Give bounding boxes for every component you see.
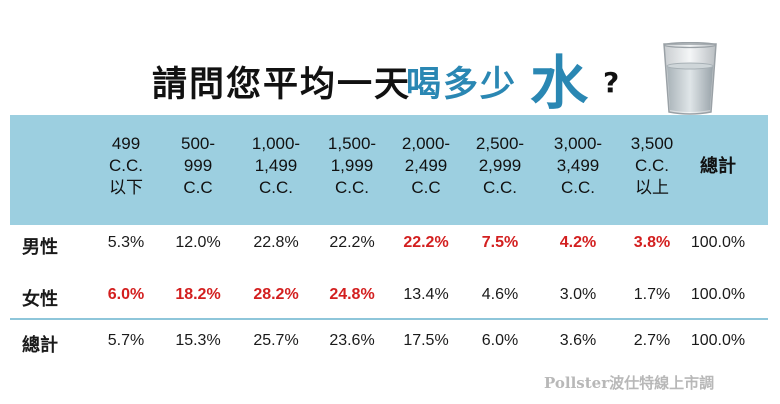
table-cell: 25.7% (253, 332, 299, 349)
table-cell: 12.0% (175, 234, 221, 251)
row-label: 總計 (22, 335, 58, 356)
table-row-total: 總計 5.7% 15.3% 25.7% 23.6% 17.5% 6.0% 3.6% 2.7% 10… (10, 322, 768, 362)
table-cell: 24.8% (329, 286, 375, 303)
table-cell: 3.8% (633, 234, 671, 251)
table-cell: 7.5% (481, 234, 519, 251)
title-drink-text: 喝多少 (406, 65, 518, 105)
table-cell: 100.0% (690, 234, 746, 251)
table-cell: 1.7% (633, 286, 671, 303)
table-cell: 3.0% (559, 286, 597, 303)
table-cell: 17.5% (403, 332, 449, 349)
title-question-mark: ? (603, 66, 620, 99)
table-cell: 22.2% (329, 234, 375, 251)
table-divider (10, 318, 768, 320)
table-cell: 2.7% (633, 332, 671, 349)
table-cell: 15.3% (175, 332, 221, 349)
table-cell: 4.2% (559, 234, 597, 251)
column-header: 499 C.C. 以下 (109, 134, 143, 197)
row-label: 女性 (22, 289, 58, 310)
table-cell: 3.6% (559, 332, 597, 349)
row-label: 男性 (22, 237, 58, 258)
column-header: 2,500- 2,999 C.C. (475, 134, 525, 197)
table-cell: 100.0% (690, 332, 746, 349)
table-cell: 22.8% (253, 234, 299, 251)
water-glass-icon (663, 42, 717, 115)
table-cell: 18.2% (175, 286, 221, 303)
page-title: 請問您平均一天 喝多少 水 ? (0, 38, 780, 117)
column-header: 3,500 C.C. 以上 (630, 134, 674, 197)
table-cell: 22.2% (403, 234, 449, 251)
title-main-text: 請問您平均一天 (152, 65, 412, 105)
table-cell: 5.3% (107, 234, 145, 251)
table-cell: 100.0% (690, 286, 746, 303)
column-header-total: 總計 (700, 156, 736, 177)
watermark-text: Pollster波仕特線上市調 (544, 374, 715, 392)
table-cell: 6.0% (107, 286, 145, 303)
table-cell: 4.6% (481, 286, 519, 303)
column-header: 500- 999 C.C (180, 134, 216, 197)
column-header: 3,000- 3,499 C.C. (553, 134, 603, 197)
table-cell: 5.7% (107, 332, 145, 349)
table-cell: 23.6% (329, 332, 375, 349)
column-header: 1,500- 1,999 C.C. (327, 134, 377, 197)
table-row-male: 男性 5.3% 12.0% 22.8% 22.2% 22.2% 7.5% 4.2% 3.8% 10… (10, 224, 768, 264)
column-header: 1,000- 1,499 C.C. (251, 134, 301, 197)
table-row-female: 女性 6.0% 18.2% 28.2% 24.8% 13.4% 4.6% 3.0% 1.7% 10… (10, 276, 768, 316)
table-header: 499 C.C. 以下 500- 999 C.C 1,000- 1,499 C.C.… (10, 115, 768, 225)
table-cell: 28.2% (253, 286, 299, 303)
table-cell: 6.0% (481, 332, 519, 349)
title-water-text: 水 (530, 49, 589, 117)
column-header: 2,000- 2,499 C.C (401, 134, 451, 197)
table-cell: 13.4% (403, 286, 449, 303)
